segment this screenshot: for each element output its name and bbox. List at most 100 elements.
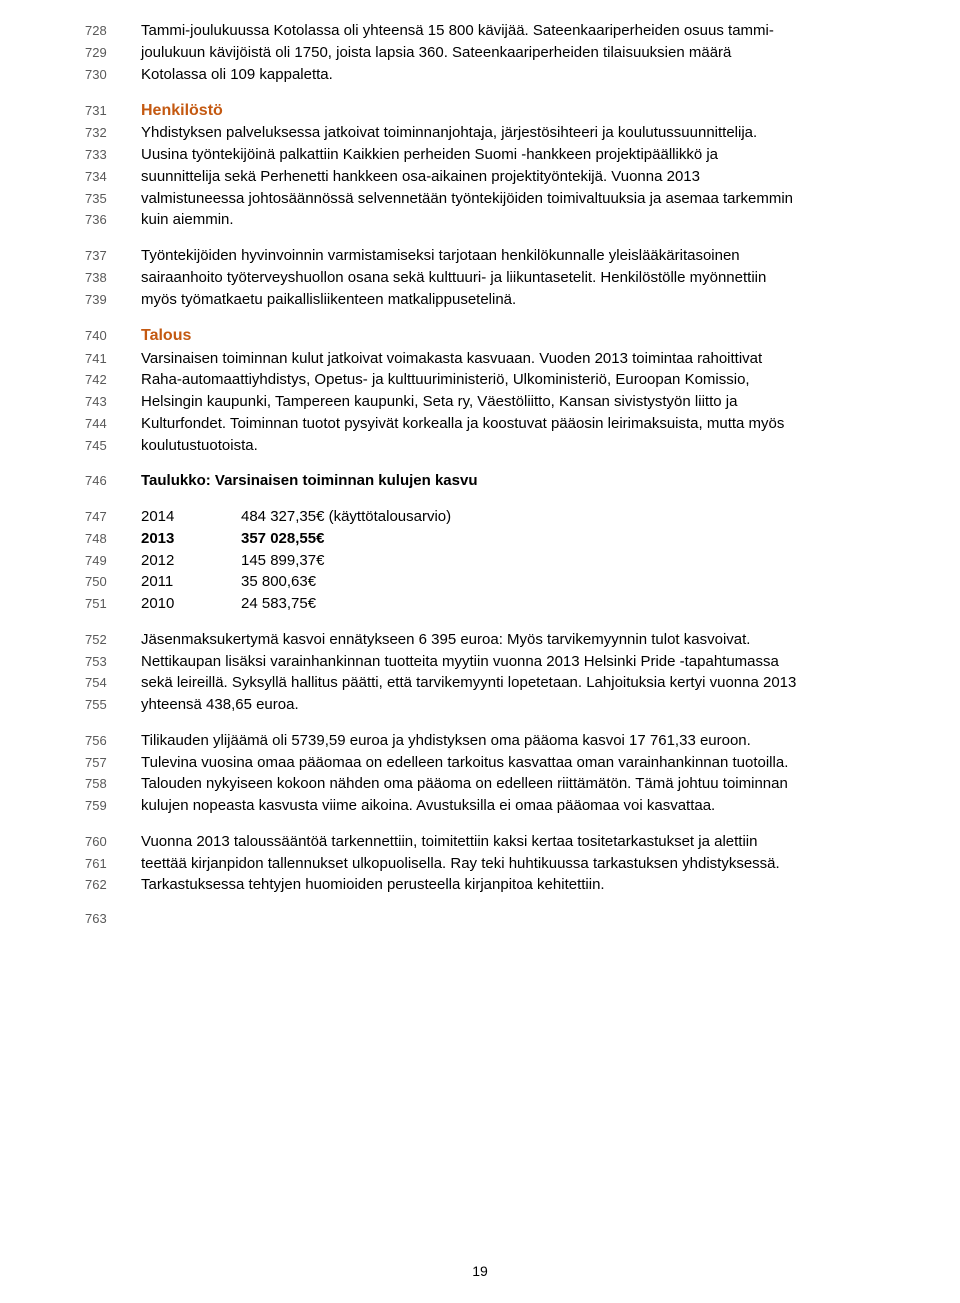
line-text: sekä leireillä. Syksyllä hallitus päätti… bbox=[141, 672, 865, 694]
line-number: 759 bbox=[85, 797, 141, 816]
section-heading: Talous bbox=[141, 324, 865, 347]
line-number: 735 bbox=[85, 190, 141, 209]
section-heading: Henkilöstö bbox=[141, 99, 865, 122]
line-text: koulutustuotoista. bbox=[141, 435, 865, 457]
heading-line: 731 Henkilöstö bbox=[85, 99, 865, 122]
line-text: joulukuun kävijöistä oli 1750, joista la… bbox=[141, 42, 865, 64]
text-line: 756 Tilikauden ylijäämä oli 5739,59 euro… bbox=[85, 730, 865, 752]
paragraph-gap bbox=[85, 310, 865, 324]
line-number: 744 bbox=[85, 415, 141, 434]
table-value: 357 028,55€ bbox=[241, 528, 865, 550]
line-number: 750 bbox=[85, 573, 141, 592]
text-line: 730 Kotolassa oli 109 kappaletta. bbox=[85, 64, 865, 86]
line-text: Jäsenmaksukertymä kasvoi ennätykseen 6 3… bbox=[141, 629, 865, 651]
line-text: Kotolassa oli 109 kappaletta. bbox=[141, 64, 865, 86]
line-number: 740 bbox=[85, 327, 141, 346]
line-text: valmistuneessa johtosäännössä selvennetä… bbox=[141, 188, 865, 210]
line-number: 749 bbox=[85, 552, 141, 571]
text-line: 744 Kulturfondet. Toiminnan tuotot pysyi… bbox=[85, 413, 865, 435]
text-line: 743 Helsingin kaupunki, Tampereen kaupun… bbox=[85, 391, 865, 413]
line-number: 728 bbox=[85, 22, 141, 41]
text-line: 757 Tulevina vuosina omaa pääomaa on ede… bbox=[85, 752, 865, 774]
table-row-content: 2010 24 583,75€ bbox=[141, 593, 865, 615]
line-number: 737 bbox=[85, 247, 141, 266]
line-number: 731 bbox=[85, 102, 141, 121]
text-line: 729 joulukuun kävijöistä oli 1750, joist… bbox=[85, 42, 865, 64]
line-text: Uusina työntekijöinä palkattiin Kaikkien… bbox=[141, 144, 865, 166]
text-line: 733 Uusina työntekijöinä palkattiin Kaik… bbox=[85, 144, 865, 166]
line-number: 762 bbox=[85, 876, 141, 895]
text-line: 738 sairaanhoito työterveyshuollon osana… bbox=[85, 267, 865, 289]
line-number: 729 bbox=[85, 44, 141, 63]
line-number: 745 bbox=[85, 437, 141, 456]
line-text: Raha-automaattiyhdistys, Opetus- ja kult… bbox=[141, 369, 865, 391]
line-number: 736 bbox=[85, 211, 141, 230]
line-number: 747 bbox=[85, 508, 141, 527]
line-text: Yhdistyksen palveluksessa jatkoivat toim… bbox=[141, 122, 865, 144]
paragraph-gap bbox=[85, 492, 865, 506]
text-line: 737 Työntekijöiden hyvinvoinnin varmista… bbox=[85, 245, 865, 267]
text-line: 753 Nettikaupan lisäksi varainhankinnan … bbox=[85, 651, 865, 673]
line-text: Tarkastuksessa tehtyjen huomioiden perus… bbox=[141, 874, 865, 896]
page-number: 19 bbox=[0, 1263, 960, 1279]
line-number: 760 bbox=[85, 833, 141, 852]
line-text: Työntekijöiden hyvinvoinnin varmistamise… bbox=[141, 245, 865, 267]
text-line: 739 myös työmatkaetu paikallisliikenteen… bbox=[85, 289, 865, 311]
text-line: 741 Varsinaisen toiminnan kulut jatkoiva… bbox=[85, 348, 865, 370]
text-line: 752 Jäsenmaksukertymä kasvoi ennätykseen… bbox=[85, 629, 865, 651]
table-year: 2014 bbox=[141, 506, 241, 528]
line-number: 748 bbox=[85, 530, 141, 549]
table-row: 751 2010 24 583,75€ bbox=[85, 593, 865, 615]
text-line: 762 Tarkastuksessa tehtyjen huomioiden p… bbox=[85, 874, 865, 896]
line-number: 746 bbox=[85, 472, 141, 491]
table-value: 484 327,35€ (käyttötalousarvio) bbox=[241, 506, 865, 528]
text-line: 728 Tammi-joulukuussa Kotolassa oli yhte… bbox=[85, 20, 865, 42]
line-text: Vuonna 2013 taloussääntöä tarkennettiin,… bbox=[141, 831, 865, 853]
text-line: 761 teettää kirjanpidon tallennukset ulk… bbox=[85, 853, 865, 875]
paragraph-gap bbox=[85, 456, 865, 470]
line-text: Varsinaisen toiminnan kulut jatkoivat vo… bbox=[141, 348, 865, 370]
paragraph-gap bbox=[85, 615, 865, 629]
table-row: 748 2013 357 028,55€ bbox=[85, 528, 865, 550]
table-row: 750 2011 35 800,63€ bbox=[85, 571, 865, 593]
line-text: kuin aiemmin. bbox=[141, 209, 865, 231]
line-number: 733 bbox=[85, 146, 141, 165]
line-number: 753 bbox=[85, 653, 141, 672]
line-text: teettää kirjanpidon tallennukset ulkopuo… bbox=[141, 853, 865, 875]
line-number: 752 bbox=[85, 631, 141, 650]
line-number: 738 bbox=[85, 269, 141, 288]
line-number: 743 bbox=[85, 393, 141, 412]
paragraph-gap bbox=[85, 85, 865, 99]
paragraph-gap bbox=[85, 817, 865, 831]
table-year: 2013 bbox=[141, 528, 241, 550]
line-number: 751 bbox=[85, 595, 141, 614]
line-number: 754 bbox=[85, 674, 141, 693]
line-number: 758 bbox=[85, 775, 141, 794]
line-text: kulujen nopeasta kasvusta viime aikoina.… bbox=[141, 795, 865, 817]
line-number: 732 bbox=[85, 124, 141, 143]
text-line: 763 bbox=[85, 910, 865, 929]
text-line: 758 Talouden nykyiseen kokoon nähden oma… bbox=[85, 773, 865, 795]
line-text: Helsingin kaupunki, Tampereen kaupunki, … bbox=[141, 391, 865, 413]
text-line: 760 Vuonna 2013 taloussääntöä tarkennett… bbox=[85, 831, 865, 853]
line-text: Nettikaupan lisäksi varainhankinnan tuot… bbox=[141, 651, 865, 673]
line-text: suunnittelija sekä Perhenetti hankkeen o… bbox=[141, 166, 865, 188]
text-line: 736 kuin aiemmin. bbox=[85, 209, 865, 231]
line-number: 756 bbox=[85, 732, 141, 751]
table-row: 749 2012 145 899,37€ bbox=[85, 550, 865, 572]
text-line: 734 suunnittelija sekä Perhenetti hankke… bbox=[85, 166, 865, 188]
paragraph-gap bbox=[85, 231, 865, 245]
line-text: Tilikauden ylijäämä oli 5739,59 euroa ja… bbox=[141, 730, 865, 752]
table-row: 747 2014 484 327,35€ (käyttötalousarvio) bbox=[85, 506, 865, 528]
table-value: 145 899,37€ bbox=[241, 550, 865, 572]
line-number: 739 bbox=[85, 291, 141, 310]
line-number: 741 bbox=[85, 350, 141, 369]
paragraph-gap bbox=[85, 716, 865, 730]
text-line: 742 Raha-automaattiyhdistys, Opetus- ja … bbox=[85, 369, 865, 391]
line-text: Kulturfondet. Toiminnan tuotot pysyivät … bbox=[141, 413, 865, 435]
text-line: 754 sekä leireillä. Syksyllä hallitus pä… bbox=[85, 672, 865, 694]
text-line: 732 Yhdistyksen palveluksessa jatkoivat … bbox=[85, 122, 865, 144]
heading-line: 740 Talous bbox=[85, 324, 865, 347]
line-text: sairaanhoito työterveyshuollon osana sek… bbox=[141, 267, 865, 289]
line-number: 742 bbox=[85, 371, 141, 390]
